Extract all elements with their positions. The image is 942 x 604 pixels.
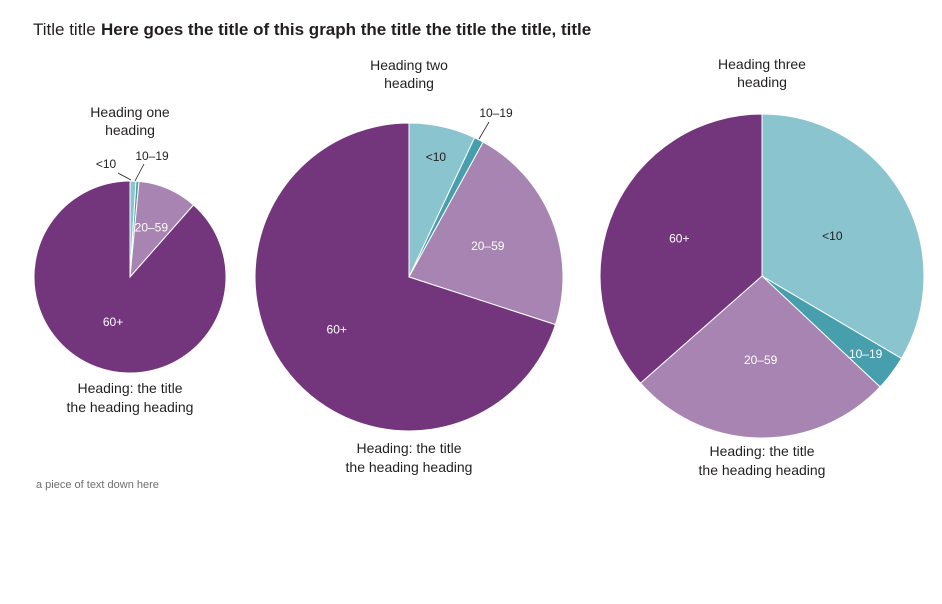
pie-1-slice-label-4: 60+ <box>103 315 123 329</box>
pie-3-slices <box>599 113 925 439</box>
pie-2-slices <box>254 122 564 432</box>
pie-2-slice-label-2: 10–19 <box>479 106 513 120</box>
pie-chart-1: Heading one heading <10 10–19 20–59 60+ Headin… <box>33 104 227 415</box>
pie-charts: Heading oneheading<1010–1920–5960+Headin… <box>33 56 925 478</box>
pie-1-slice-label-2: 10–19 <box>135 149 169 163</box>
pie-1-top-heading-line-2: heading <box>105 122 155 138</box>
footnote: a piece of text down here <box>36 479 159 491</box>
pie-2-labels: <10 10–19 20–59 60+ <box>327 106 513 337</box>
pie-2-top-heading-line-2: heading <box>384 75 434 91</box>
pie-2-bottom-heading-line-1: Heading: the title <box>356 440 461 456</box>
pie-1-bottom-heading-line-1: Heading: the title <box>77 380 182 396</box>
pie-3-top-heading-line-2: heading <box>737 74 787 90</box>
pie-2-slice-label-3: 20–59 <box>471 239 505 253</box>
pie-1-slice-label-3: 20–59 <box>135 221 169 235</box>
pie-1-slice-4 <box>33 180 227 374</box>
pie-2-top-heading-line-1: Heading two <box>370 57 448 73</box>
pie-1-leader-2 <box>134 163 145 182</box>
pie-3-bottom-heading-line-2: the heading heading <box>699 462 826 478</box>
pie-1-leader-1 <box>117 172 132 181</box>
pie-3-slice-3 <box>639 275 881 439</box>
pie-2-leader-2 <box>478 121 490 140</box>
pie-3-slice-label-2: 10–19 <box>849 347 883 361</box>
pie-2-slice-label-4: 60+ <box>327 323 347 337</box>
chart-title: Title title Here goes the title of this … <box>33 20 591 39</box>
pie-3-slice-label-1: <10 <box>822 229 843 243</box>
pie-2-slice-4 <box>254 122 557 432</box>
pie-3-slice-4 <box>599 113 763 384</box>
pie-3-slice-label-3: 20–59 <box>744 353 778 367</box>
pie-1-bottom-heading-line-2: the heading heading <box>67 399 194 415</box>
title-main: Here goes the title of this graph the ti… <box>101 20 591 39</box>
pie-chart-3: Heading three heading <10 10–19 20–59 60+ Head… <box>599 56 925 478</box>
pie-1-top-heading-line-1: Heading one <box>90 104 170 120</box>
pie-3-labels: <10 10–19 20–59 60+ <box>669 229 883 367</box>
pie-3-slice-label-4: 60+ <box>669 232 689 246</box>
pie-1-labels: <10 10–19 20–59 60+ <box>96 149 169 329</box>
pie-1-slice-label-1: <10 <box>96 157 117 171</box>
pie-2-slice-label-1: <10 <box>426 150 447 164</box>
pie-3-top-heading-line-1: Heading three <box>718 56 806 72</box>
pie-3-bottom-heading-line-1: Heading: the title <box>709 443 814 459</box>
pie-2-bottom-heading-line-2: the heading heading <box>346 459 473 475</box>
pie-1-slices <box>33 180 227 374</box>
pie-3-slice-1 <box>761 113 925 360</box>
title-prefix: Title title <box>33 20 96 39</box>
pie-chart-2: Heading two heading <10 10–19 20–59 60+ Headin… <box>254 57 564 475</box>
pie-2-slice-3 <box>408 141 564 326</box>
